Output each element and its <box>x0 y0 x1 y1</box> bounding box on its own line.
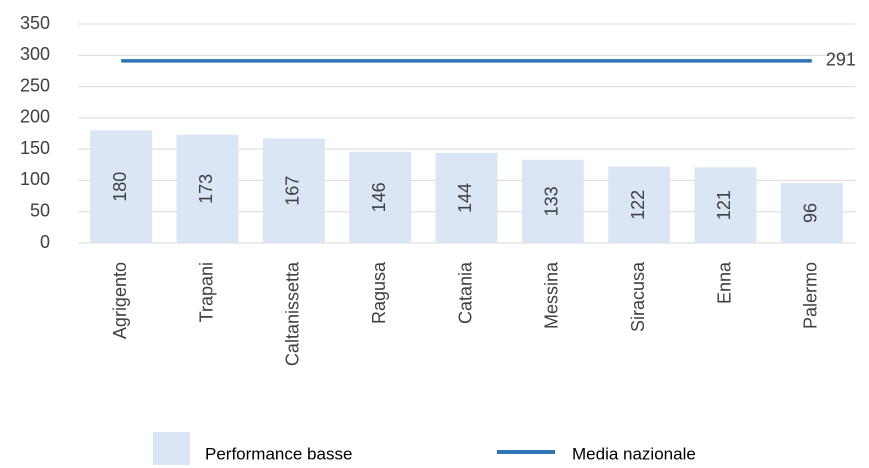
x-tick-label: Palermo <box>801 262 821 329</box>
bar <box>694 167 757 243</box>
data-label: 180 <box>110 172 130 202</box>
bar <box>521 159 584 243</box>
bar <box>780 182 843 243</box>
y-tick-label: 50 <box>30 200 50 220</box>
data-label: 96 <box>801 203 821 223</box>
x-tick-label: Enna <box>714 261 734 304</box>
legend-label: Performance basse <box>205 444 352 463</box>
x-tick-label: Catania <box>455 261 475 324</box>
y-tick-label: 150 <box>20 138 50 158</box>
bar <box>435 152 498 243</box>
y-tick-label: 100 <box>20 169 50 189</box>
data-label: 122 <box>628 190 648 220</box>
data-label: 167 <box>283 176 303 206</box>
data-label: 291 <box>826 50 856 70</box>
data-label: 144 <box>455 183 475 213</box>
data-label: 133 <box>542 186 562 216</box>
y-tick-label: 350 <box>20 13 50 33</box>
bar <box>349 151 412 243</box>
bar <box>608 166 671 243</box>
x-tick-label: Agrigento <box>110 262 130 339</box>
bar <box>176 134 239 243</box>
bar <box>90 130 153 243</box>
data-label: 121 <box>714 190 734 220</box>
y-tick-label: 200 <box>20 107 50 127</box>
y-tick-label: 250 <box>20 75 50 95</box>
x-tick-label: Caltanissetta <box>283 261 303 366</box>
y-tick-label: 0 <box>40 232 50 252</box>
x-tick-label: Trapani <box>196 262 216 322</box>
data-label: 146 <box>369 182 389 212</box>
bar <box>262 138 325 243</box>
legend-swatch <box>153 432 190 465</box>
x-tick-label: Siracusa <box>628 261 648 332</box>
data-label: 173 <box>196 174 216 204</box>
x-tick-label: Ragusa <box>369 261 389 324</box>
legend-label: Media nazionale <box>572 444 696 463</box>
y-tick-label: 300 <box>20 44 50 64</box>
x-tick-label: Messina <box>542 261 562 329</box>
